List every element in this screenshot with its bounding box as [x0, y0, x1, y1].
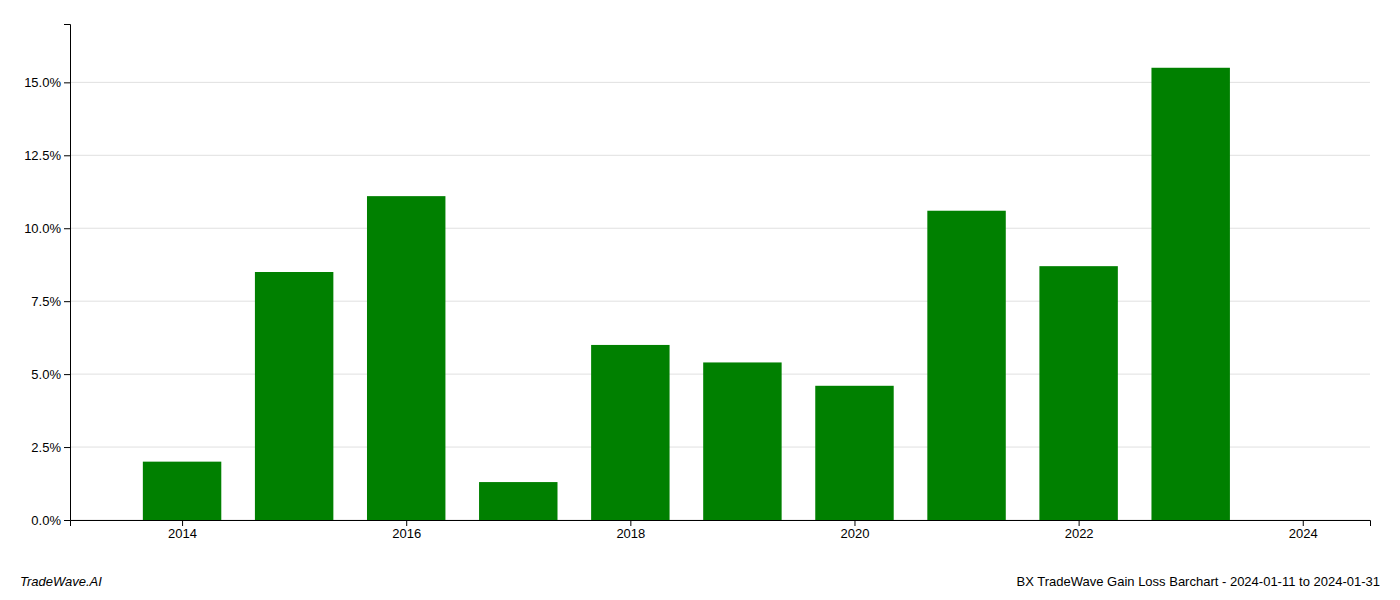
x-tick-mark — [182, 520, 183, 526]
x-tick-mark — [406, 520, 407, 526]
y-tick-label: 0.0% — [31, 513, 61, 528]
y-tick-label: 15.0% — [24, 75, 61, 90]
plot: 2014 2016 2018 2020 2022 2024 0.0% 2.5% 5.0% 7.5%… — [24, 25, 1370, 542]
footer-left: TradeWave.AI — [20, 574, 102, 589]
x-tick-label: 2022 — [1065, 526, 1094, 541]
x-tick-mark — [630, 520, 631, 526]
y-tick-label: 2.5% — [31, 440, 61, 455]
y-tick-mark — [64, 82, 70, 83]
bars — [143, 68, 1230, 520]
x-tick-label: 2020 — [841, 526, 870, 541]
x-tick: 2018 — [616, 520, 645, 541]
y-tick: 15.0% — [24, 75, 70, 90]
y-tick-label: 12.5% — [24, 148, 61, 163]
x-tick: 2022 — [1065, 520, 1094, 541]
bar — [703, 362, 781, 520]
x-tick-label: 2018 — [616, 526, 645, 541]
chart: 2014 2016 2018 2020 2022 2024 0.0% 2.5% 5.0% 7.5%… — [0, 0, 1400, 600]
y-tick-mark — [64, 374, 70, 375]
x-tick-mark — [1303, 520, 1304, 526]
y-tick-mark — [64, 228, 70, 229]
bar — [479, 482, 557, 520]
y-tick-mark — [64, 155, 70, 156]
y-tick-mark — [64, 520, 70, 521]
x-axis: 2014 2016 2018 2020 2022 2024 — [71, 520, 1371, 541]
y-tick: 10.0% — [24, 221, 70, 236]
x-tick-label: 2014 — [168, 526, 197, 541]
footer-right: BX TradeWave Gain Loss Barchart - 2024-0… — [1017, 574, 1380, 589]
bar — [143, 462, 221, 520]
x-tick: 2016 — [392, 520, 421, 541]
x-tick-label: 2024 — [1289, 526, 1318, 541]
y-tick-label: 10.0% — [24, 221, 61, 236]
x-tick-mark — [1079, 520, 1080, 526]
x-tick: 2014 — [168, 520, 197, 541]
x-tick: 2024 — [1289, 520, 1318, 541]
y-tick-label: 5.0% — [31, 367, 61, 382]
bar — [367, 196, 445, 520]
bar — [1039, 266, 1117, 520]
bar — [591, 345, 669, 520]
bar — [255, 272, 333, 520]
x-axis-line — [71, 521, 1371, 527]
y-tick: 5.0% — [31, 367, 70, 382]
y-tick: 7.5% — [31, 294, 70, 309]
x-tick: 2020 — [841, 520, 870, 541]
y-tick-label: 7.5% — [31, 294, 61, 309]
y-tick: 0.0% — [31, 513, 70, 528]
bar — [1151, 68, 1229, 520]
y-tick: 2.5% — [31, 440, 70, 455]
y-axis-line — [64, 25, 71, 521]
y-axis: 0.0% 2.5% 5.0% 7.5% 10.0% 12.5% 15.0% — [24, 25, 70, 528]
bar — [927, 211, 1005, 520]
bar — [815, 386, 893, 520]
y-tick-mark — [64, 447, 70, 448]
y-tick-mark — [64, 301, 70, 302]
x-tick-mark — [854, 520, 855, 526]
x-tick-label: 2016 — [392, 526, 421, 541]
y-tick: 12.5% — [24, 148, 70, 163]
